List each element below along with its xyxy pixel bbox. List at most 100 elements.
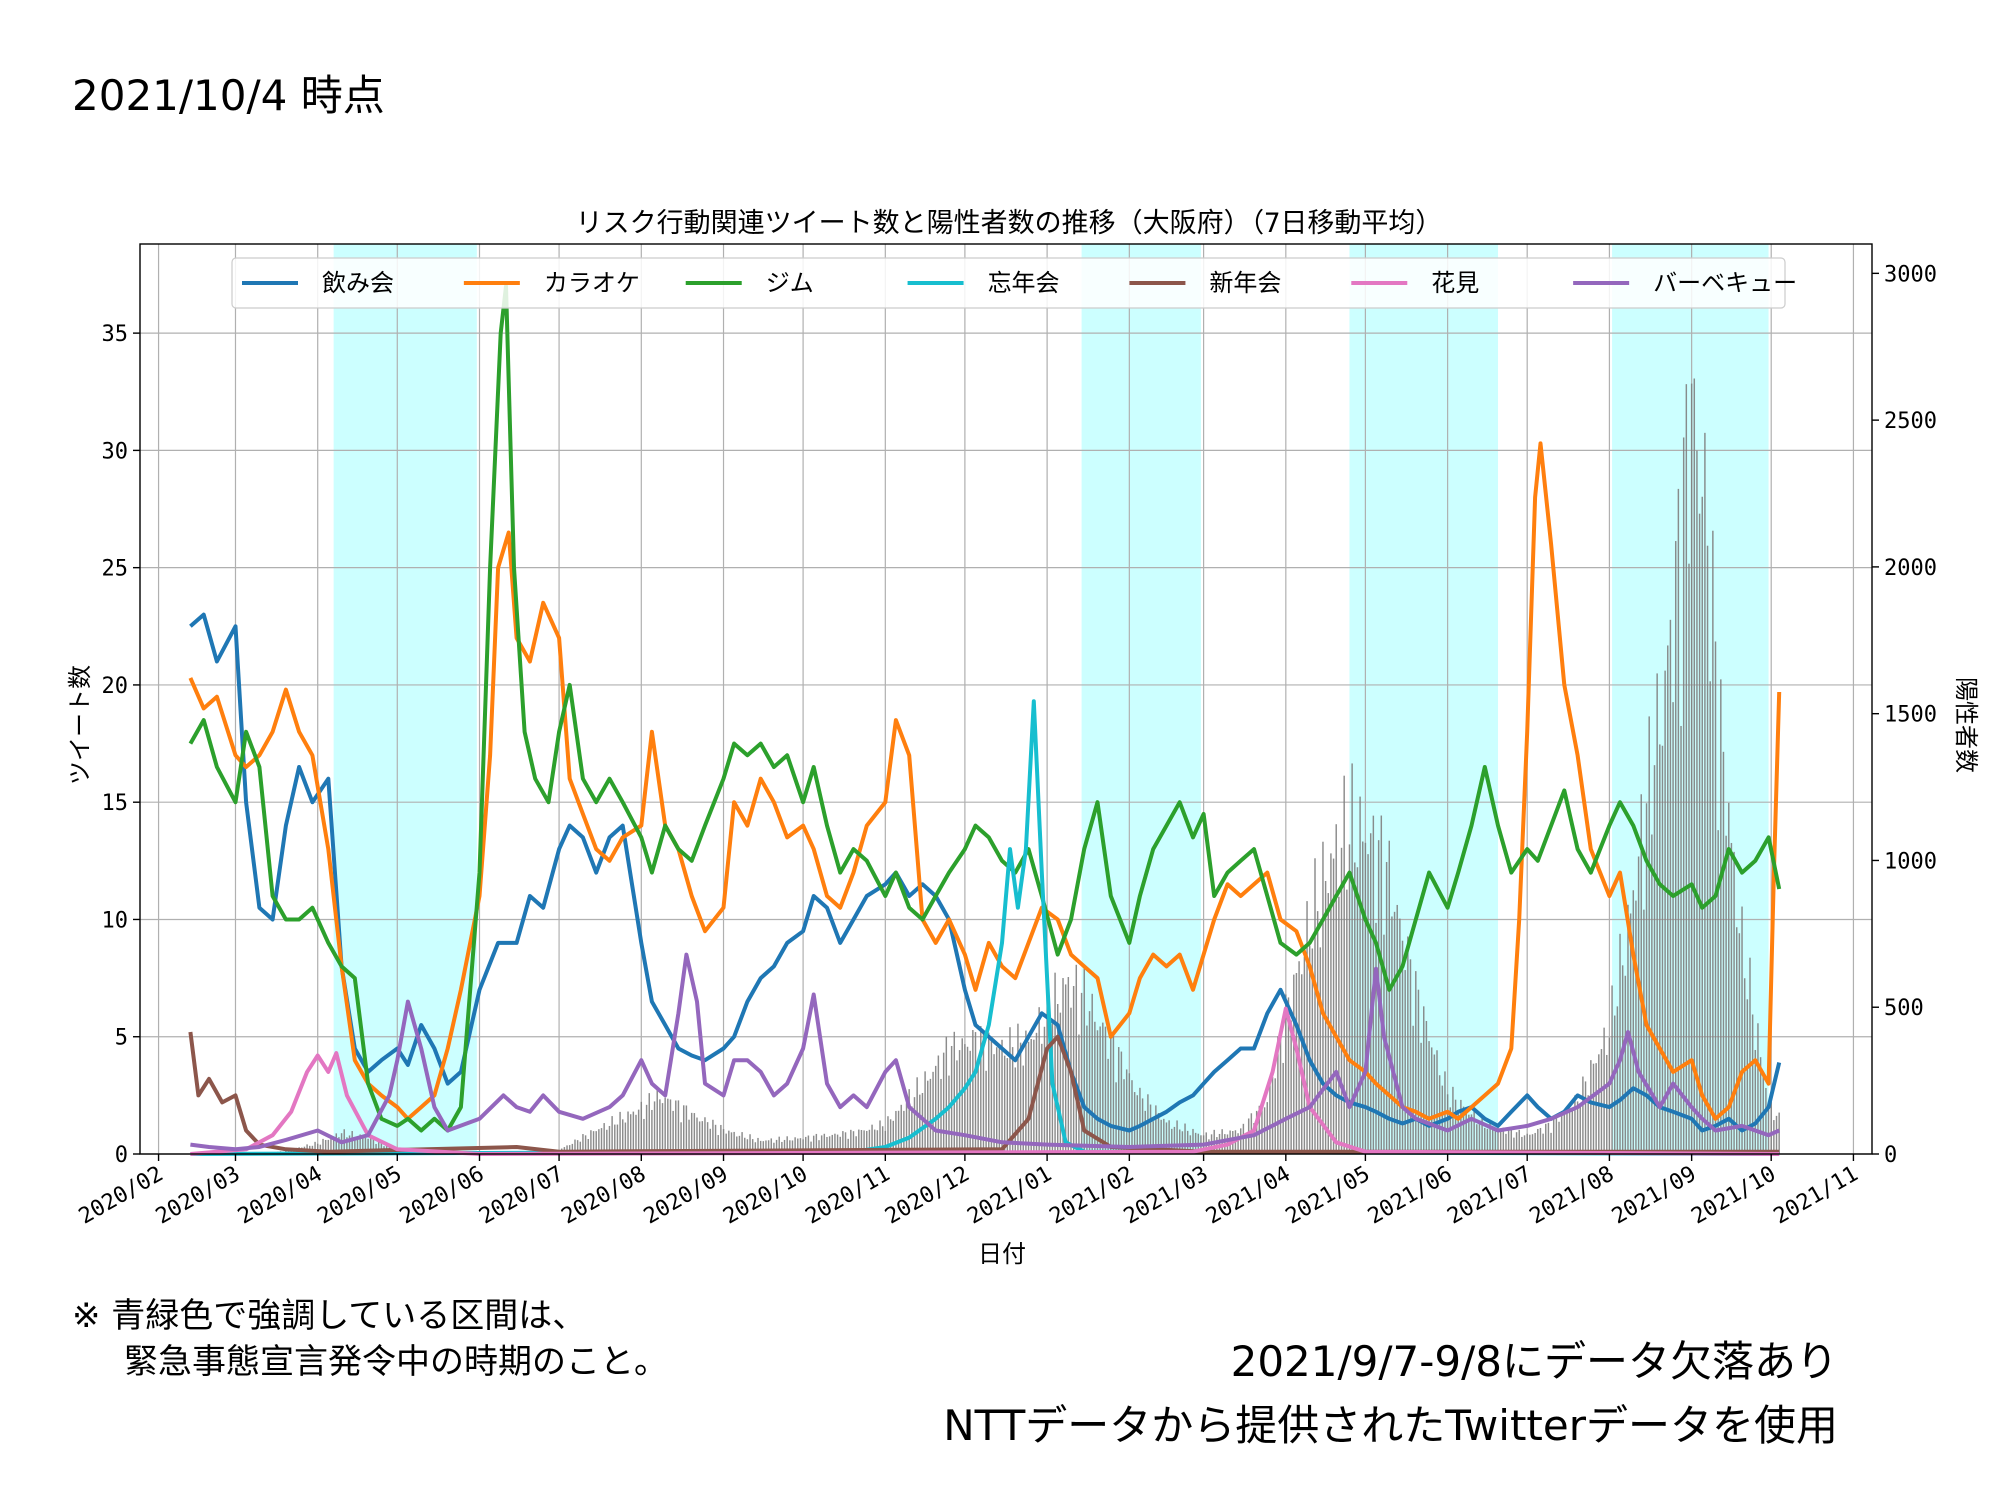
positive-cases-bar [1696,450,1698,1155]
positive-cases-bar [1616,1006,1619,1154]
positive-cases-bar [1505,1133,1507,1154]
positive-cases-bar [1102,1022,1104,1154]
positive-cases-bar [1139,1087,1141,1154]
positive-cases-bar [802,1139,804,1154]
positive-cases-bar [1240,1128,1242,1154]
positive-cases-bar [847,1138,849,1154]
positive-cases-bar [1457,1110,1459,1154]
positive-cases-bar [1025,1030,1027,1154]
positive-cases-bar [1446,1094,1449,1154]
positive-cases-bar [1433,1054,1436,1154]
positive-cases-bar [1359,796,1361,1154]
positive-cases-bar [868,1129,871,1154]
positive-cases-bar [616,1124,619,1154]
positive-cases-bar [688,1119,690,1154]
x-tick-label: 2020/05 [313,1162,406,1230]
positive-cases-bar [1064,984,1067,1154]
positive-cases-bar [1534,1132,1536,1154]
positive-cases-bar [812,1135,815,1154]
positive-cases-bar [995,1047,998,1154]
positive-cases-bar [781,1141,783,1154]
positive-cases-bar [1582,1076,1584,1154]
positive-cases-bar [1115,1082,1117,1154]
positive-cases-bar [637,1109,640,1154]
positive-cases-bar [961,1038,963,1154]
positive-cases-bar [1558,1121,1560,1154]
positive-cases-bar [359,1134,361,1154]
positive-cases-bar [1391,916,1393,1154]
positive-cases-bar [863,1130,865,1154]
positive-cases-bar [741,1132,743,1154]
positive-cases-bar [714,1124,717,1154]
positive-cases-bar [576,1140,579,1154]
positive-cases-bar [744,1137,746,1154]
positive-cases-bar [587,1139,589,1154]
positive-cases-bar [1136,1095,1139,1154]
y2-tick-label: 3000 [1884,262,1937,287]
positive-cases-bar [858,1129,860,1154]
positive-cases-bar [844,1132,847,1154]
positive-cases-bar [1486,1128,1489,1154]
positive-cases-bar [852,1131,855,1154]
positive-cases-bar [1473,1109,1475,1154]
positive-cases-bar [1468,1114,1470,1154]
positive-cases-bar [1430,1047,1433,1154]
positive-cases-bar [1489,1121,1491,1154]
positive-cases-bar [1295,972,1298,1154]
positive-cases-bar [1346,889,1348,1154]
x-tick-label: 2021/09 [1608,1162,1701,1230]
positive-cases-bar [1751,1014,1754,1154]
positive-cases-bar [377,1141,380,1154]
positive-cases-bar [380,1141,383,1154]
x-tick-label: 2020/10 [719,1162,812,1230]
positive-cases-bar [1184,1123,1186,1154]
positive-cases-bar [982,1030,985,1154]
positive-cases-bar [1245,1132,1247,1154]
positive-cases-bar [324,1139,327,1154]
y2-tick-label: 500 [1884,996,1924,1021]
positive-cases-bar [762,1141,765,1154]
positive-cases-bar [1478,1122,1481,1154]
positive-cases-bar [866,1130,868,1154]
positive-cases-bar [1123,1079,1125,1154]
positive-cases-bar [1627,904,1629,1154]
positive-cases-bar [1513,1137,1515,1154]
positive-cases-bar [1651,834,1653,1154]
positive-cases-bar [659,1099,661,1154]
positive-cases-bar [950,1045,953,1154]
positive-cases-bar [704,1117,706,1154]
positive-cases-bar [1603,1027,1605,1154]
y2-tick-label: 1500 [1884,703,1937,728]
positive-cases-bar [1677,488,1680,1154]
positive-cases-bar [1712,530,1714,1154]
positive-cases-bar [953,1031,956,1154]
note-data-source: NTTデータから提供されたTwitterデータを使用 [943,1401,1838,1450]
positive-cases-bar [1274,1078,1276,1154]
positive-cases-bar [892,1120,895,1154]
x-tick-label: 2020/06 [396,1162,489,1230]
positive-cases-bar [873,1129,876,1154]
positive-cases-bar [1481,1115,1483,1154]
positive-cases-bar [934,1065,937,1154]
positive-cases-bar [1316,911,1319,1154]
positive-cases-bar [1640,794,1642,1154]
positive-cases-bar [1356,867,1359,1154]
positive-cases-bar [1062,978,1064,1154]
positive-cases-bar [993,1054,995,1154]
positive-cases-bar [1181,1131,1184,1154]
positive-cases-bar [608,1125,611,1154]
positive-cases-bar [879,1120,881,1154]
y-tick-label: 10 [102,908,129,933]
positive-cases-bar [1659,744,1661,1154]
positive-cases-bar [614,1124,616,1154]
positive-cases-bar [1088,1011,1091,1154]
positive-cases-bar [736,1136,738,1154]
positive-cases-bar [998,1047,1001,1154]
positive-cases-bar [1507,1129,1510,1154]
positive-cases-bar [1701,496,1703,1154]
positive-cases-bar [797,1138,799,1154]
positive-cases-bar [685,1105,688,1154]
positive-cases-bar [1568,1111,1571,1154]
positive-cases-bar [929,1078,932,1154]
positive-cases-bar [338,1137,340,1154]
